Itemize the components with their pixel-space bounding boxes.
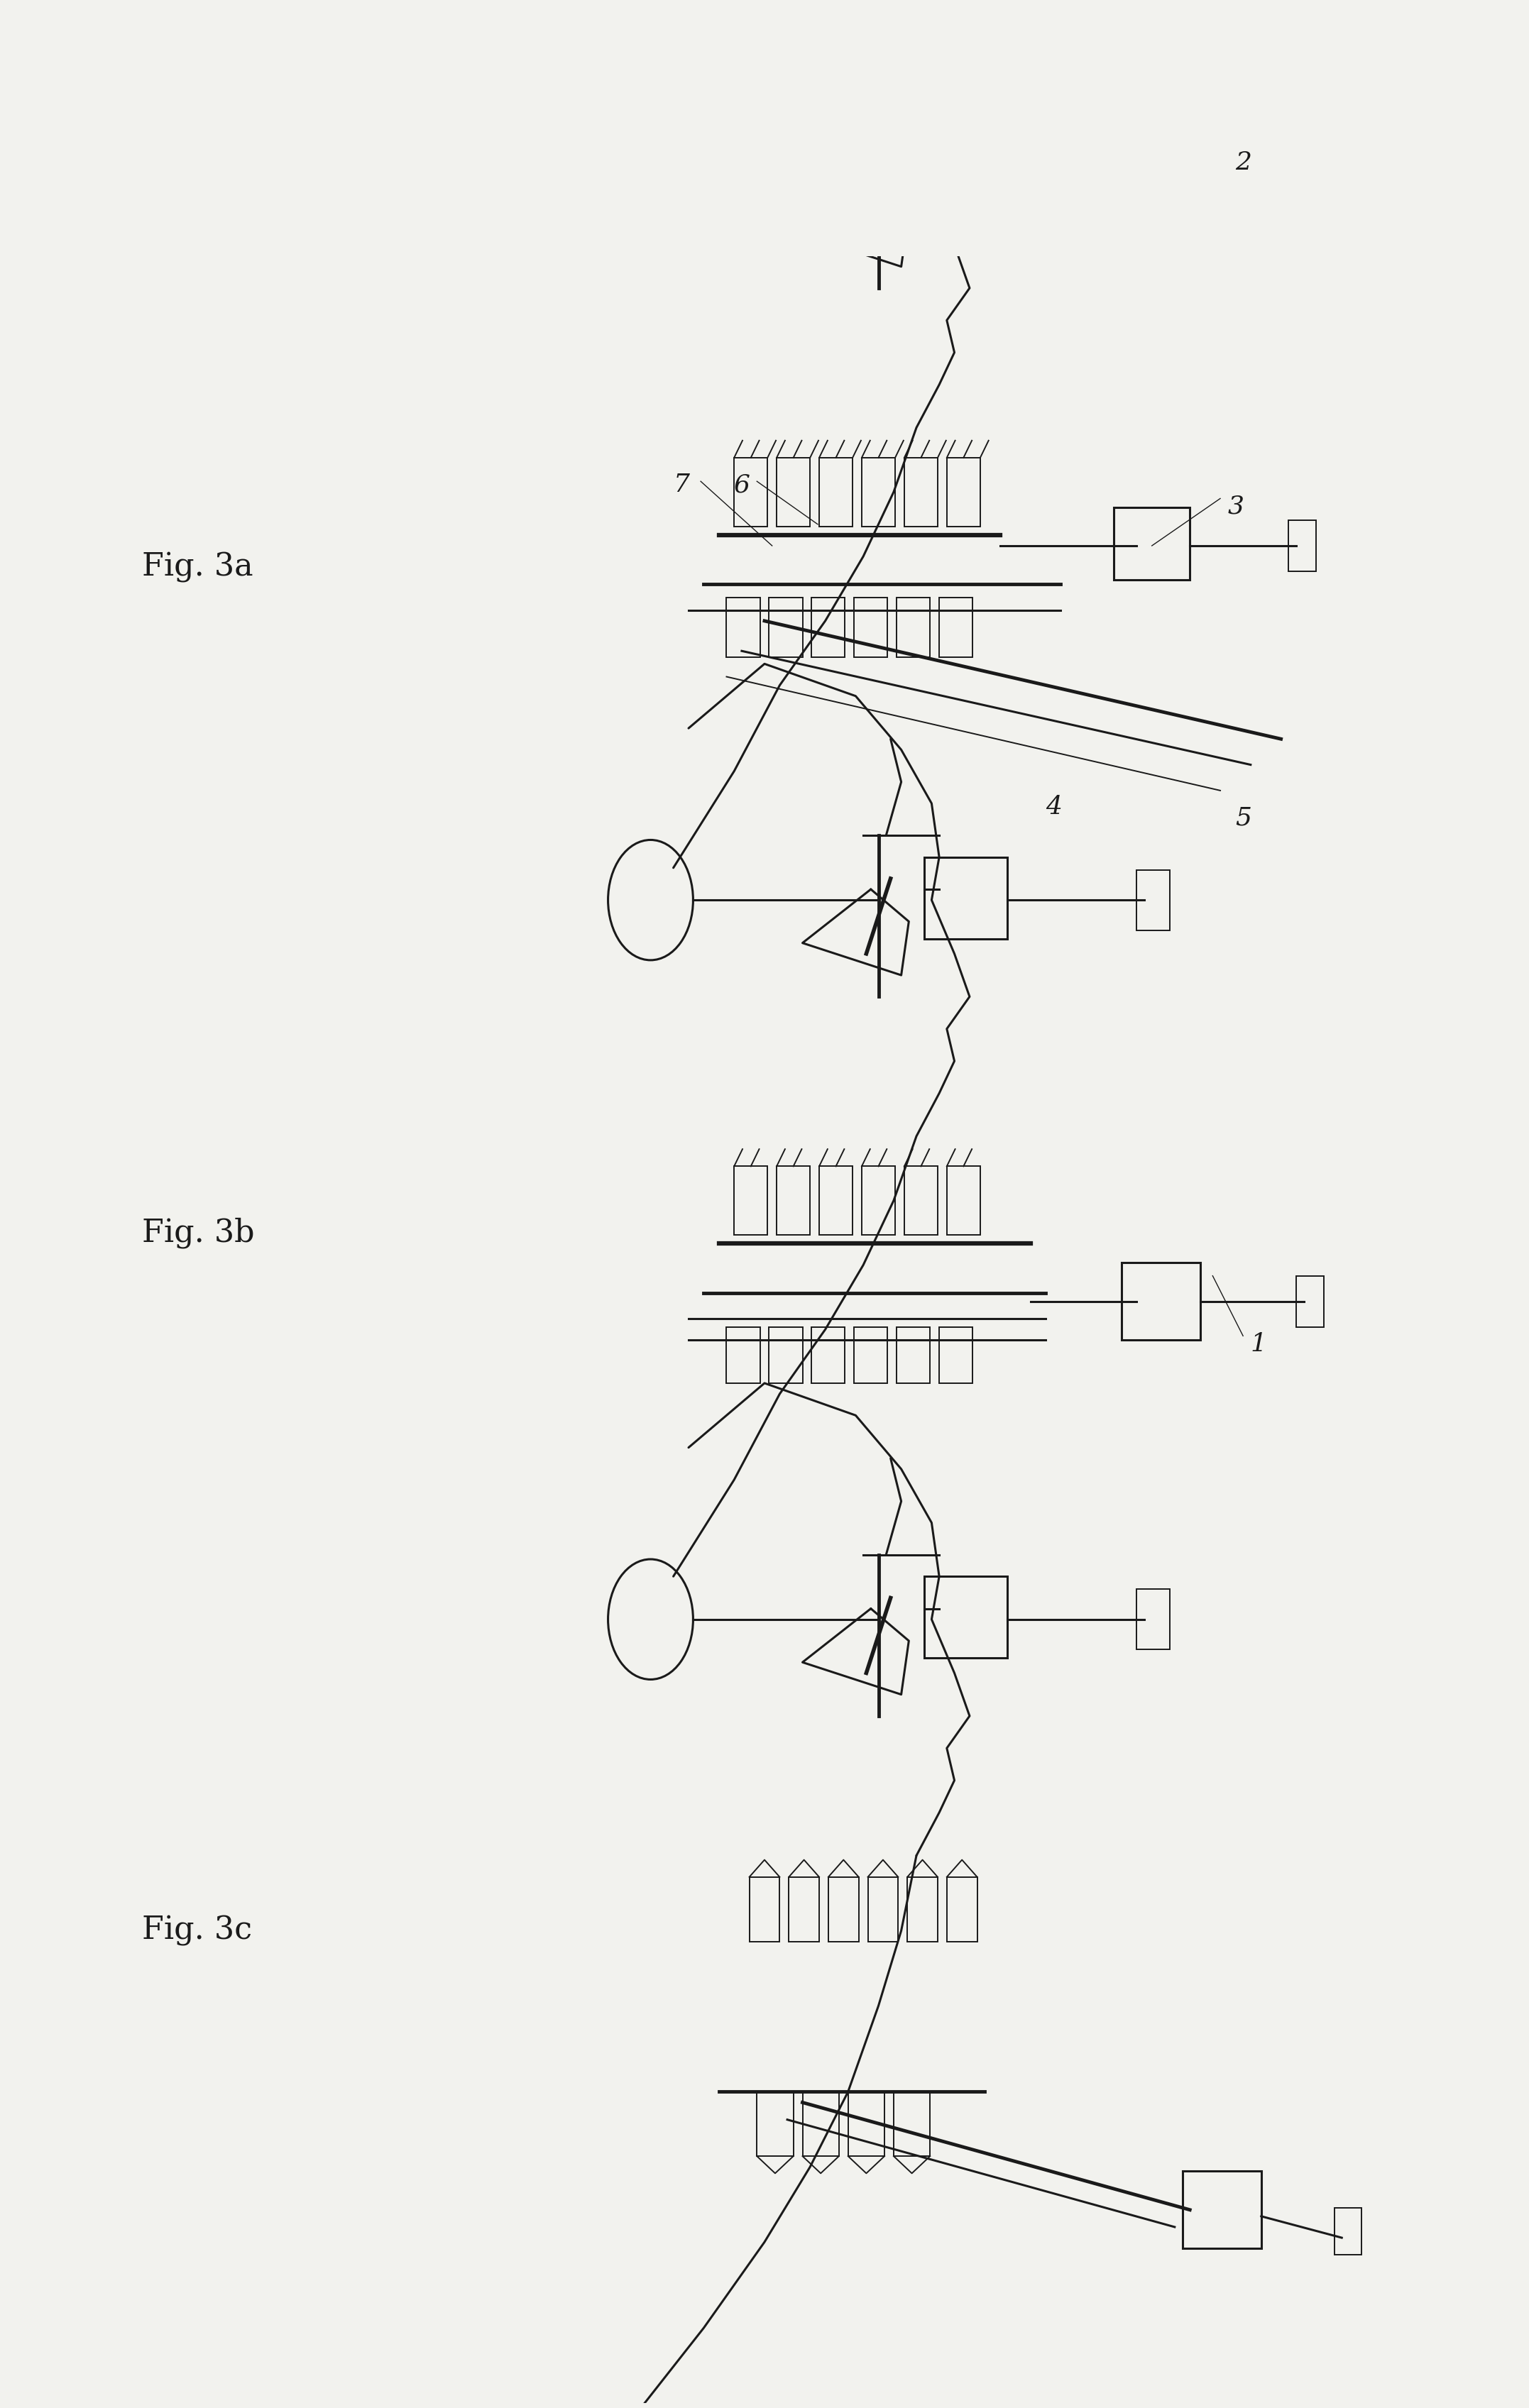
Bar bbox=[946, 1165, 980, 1235]
Bar bbox=[769, 597, 803, 657]
Bar bbox=[907, 1876, 937, 1941]
Bar bbox=[924, 1577, 1008, 1659]
Text: Fig. 3a: Fig. 3a bbox=[142, 551, 252, 583]
Bar bbox=[924, 149, 1008, 231]
Bar bbox=[855, 597, 887, 657]
Bar bbox=[868, 1876, 898, 1941]
Bar bbox=[777, 458, 810, 527]
Bar bbox=[749, 1876, 780, 1941]
Bar bbox=[1136, 161, 1170, 222]
Bar bbox=[789, 1876, 820, 1941]
Bar bbox=[855, 1327, 887, 1382]
Bar bbox=[862, 458, 894, 527]
Bar bbox=[1289, 520, 1316, 571]
Bar bbox=[726, 597, 760, 657]
Bar bbox=[1335, 2208, 1361, 2254]
Bar bbox=[939, 1327, 972, 1382]
Bar bbox=[829, 1876, 859, 1941]
Bar bbox=[820, 458, 853, 527]
Bar bbox=[769, 1327, 803, 1382]
Text: Fig. 3b: Fig. 3b bbox=[142, 1218, 254, 1247]
Text: 4: 4 bbox=[1046, 795, 1061, 819]
Bar bbox=[1182, 2172, 1261, 2249]
Text: 6: 6 bbox=[734, 472, 751, 496]
Bar bbox=[946, 1876, 977, 1941]
Bar bbox=[904, 1165, 937, 1235]
Bar bbox=[757, 2093, 794, 2155]
Text: 1: 1 bbox=[1251, 1332, 1268, 1356]
Bar bbox=[1115, 508, 1190, 580]
Bar bbox=[803, 2093, 839, 2155]
Bar bbox=[820, 1165, 853, 1235]
Bar bbox=[904, 458, 937, 527]
Text: 3: 3 bbox=[1228, 494, 1245, 518]
Bar bbox=[924, 857, 1008, 939]
Bar bbox=[812, 597, 846, 657]
Bar bbox=[896, 597, 930, 657]
Bar bbox=[777, 1165, 810, 1235]
Bar bbox=[893, 2093, 930, 2155]
Bar bbox=[946, 458, 980, 527]
Bar bbox=[939, 597, 972, 657]
Bar bbox=[896, 1327, 930, 1382]
Bar bbox=[812, 1327, 846, 1382]
Bar bbox=[734, 1165, 768, 1235]
Bar bbox=[862, 1165, 894, 1235]
Bar bbox=[1136, 869, 1170, 929]
Bar bbox=[734, 458, 768, 527]
Text: 7: 7 bbox=[673, 472, 690, 496]
Bar bbox=[849, 2093, 884, 2155]
Bar bbox=[1297, 1276, 1324, 1327]
Bar bbox=[726, 1327, 760, 1382]
Bar bbox=[1136, 1589, 1170, 1649]
Text: 2: 2 bbox=[1235, 152, 1252, 176]
Bar bbox=[1121, 1262, 1200, 1341]
Text: 5: 5 bbox=[1235, 807, 1252, 831]
Text: Fig. 3c: Fig. 3c bbox=[142, 1914, 252, 1946]
